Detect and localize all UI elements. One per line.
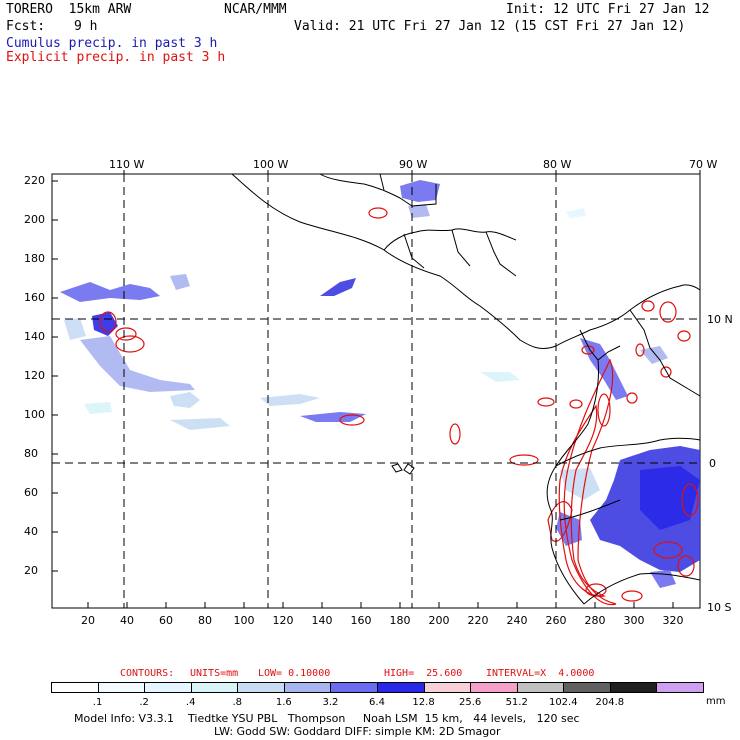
cumulus-precip — [60, 180, 700, 588]
valid-time: Valid: 21 UTC Fri 27 Jan 12 (15 CST Fri … — [294, 19, 686, 34]
x-tick-label: 40 — [120, 614, 134, 627]
y-tick-label: 100 — [24, 408, 45, 421]
x-tick-label: 80 — [198, 614, 212, 627]
x-tick-label: 260 — [545, 614, 567, 627]
colorbar-swatch — [470, 682, 518, 693]
lon-label-70w: 70 W — [689, 158, 718, 171]
x-tick-label: 300 — [623, 614, 645, 627]
colorbar-swatch — [656, 682, 704, 693]
colorbar-swatch — [609, 682, 658, 693]
x-tick-label: 140 — [311, 614, 333, 627]
lat-label-10n: 10 N — [707, 313, 733, 326]
x-tick-label: 280 — [584, 614, 606, 627]
x-tick-label: 240 — [506, 614, 528, 627]
y-tick-label: 200 — [24, 213, 45, 226]
coastlines — [231, 173, 701, 605]
colorbar-label: 12.8 — [412, 697, 435, 708]
colorbar-label: 204.8 — [595, 697, 625, 708]
y-tick-label: 120 — [24, 369, 45, 382]
lat-label-0: 0 — [709, 457, 716, 470]
x-tick-label: 200 — [428, 614, 450, 627]
x-axis-ticks — [87, 602, 674, 608]
contour-label: CONTOURS: — [120, 668, 175, 679]
colorbar-swatch — [516, 682, 565, 693]
x-tick-label: 120 — [272, 614, 294, 627]
forecast-hour: 9 h — [74, 19, 98, 34]
model-name: TORERO 15km ARW — [6, 2, 132, 17]
y-tick-label: 40 — [24, 525, 38, 538]
field-title-explicit: Explicit precip. in past 3 h — [6, 50, 226, 65]
y-tick-label: 80 — [24, 447, 38, 460]
y-tick-label: 20 — [24, 564, 38, 577]
y-tick-label: 180 — [24, 252, 45, 265]
colorbar-label: 6.4 — [369, 697, 385, 708]
y-tick-label: 220 — [24, 174, 45, 187]
contour-units: UNITS=mm — [190, 668, 239, 679]
field-title-cumulus: Cumulus precip. in past 3 h — [6, 36, 218, 51]
colorbar-swatch — [563, 682, 611, 693]
latlon-grid — [52, 174, 700, 608]
lon-label-110w: 110 W — [109, 158, 145, 171]
x-tick-label: 220 — [467, 614, 489, 627]
lon-label-100w: 100 W — [253, 158, 289, 171]
y-tick-label: 60 — [24, 486, 38, 499]
model-info-line1: Model Info: V3.3.1 Tiedtke YSU PBL Thomp… — [74, 712, 580, 725]
colorbar-swatch — [237, 682, 285, 693]
colorbar-label: .4 — [185, 697, 196, 708]
colorbar-swatch — [330, 682, 378, 693]
x-tick-label: 320 — [662, 614, 684, 627]
y-axis-ticks — [52, 180, 58, 572]
colorbar-label: 1.6 — [275, 697, 292, 708]
colorbar-swatch — [51, 682, 99, 693]
y-tick-label: 140 — [24, 330, 45, 343]
contour-high: HIGH= 25.600 — [384, 668, 463, 679]
colorbar-label: .2 — [139, 697, 149, 708]
explicit-precip — [99, 207, 699, 606]
lon-label-80w: 80 W — [543, 158, 572, 171]
colorbar-label: .1 — [92, 697, 103, 708]
x-tick-label: 60 — [159, 614, 173, 627]
colorbar-label: 25.6 — [459, 697, 482, 708]
colorbar-swatch — [283, 682, 332, 693]
x-tick-label: 20 — [81, 614, 95, 627]
colorbar-label: 102.4 — [548, 697, 578, 708]
colorbar-swatch — [144, 682, 192, 693]
colorbar-swatch — [423, 682, 472, 693]
lon-label-90w: 90 W — [399, 158, 428, 171]
center-name: NCAR/MMM — [224, 2, 287, 17]
lat-label-10s: 10 S — [707, 601, 732, 614]
colorbar-label: .8 — [232, 697, 243, 708]
x-tick-label: 180 — [389, 614, 411, 627]
colorbar-swatch — [377, 682, 425, 693]
model-info-line2: LW: Godd SW: Goddard DIFF: simple KM: 2D… — [214, 725, 501, 738]
forecast-label: Fcst: — [6, 19, 46, 34]
lon-ticks — [123, 170, 701, 174]
init-time: Init: 12 UTC Fri 27 Jan 12 — [506, 2, 710, 17]
colorbar-swatch — [190, 682, 239, 693]
x-tick-label: 100 — [233, 614, 255, 627]
y-tick-label: 160 — [24, 291, 45, 304]
map-frame — [51, 173, 701, 609]
colorbar-label: 3.2 — [322, 697, 339, 708]
x-tick-label: 160 — [350, 614, 372, 627]
contour-low: LOW= 0.10000 — [258, 668, 331, 679]
contour-interval: INTERVAL=X 4.0000 — [486, 668, 595, 679]
colorbar-label: 51.2 — [505, 697, 528, 708]
colorbar-unit: mm — [706, 696, 726, 707]
colorbar-swatch — [97, 682, 146, 693]
